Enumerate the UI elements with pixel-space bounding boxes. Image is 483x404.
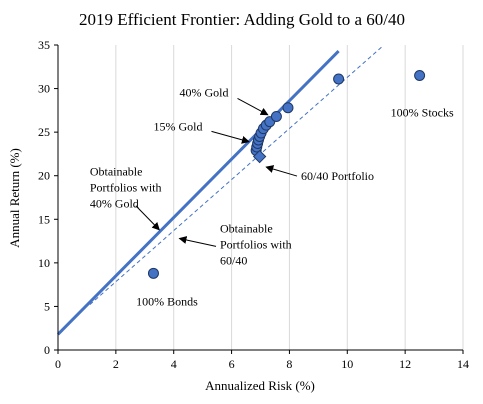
x-tick-label: 0 <box>55 357 61 371</box>
data-point <box>270 110 282 122</box>
annotation-obtgold: Obtainable Portfolios with 40% Gold <box>90 165 162 211</box>
y-tick-label: 25 <box>38 125 50 139</box>
y-tick-label: 5 <box>44 299 50 313</box>
x-axis-label: Annualized Risk (%) <box>205 378 315 393</box>
data-point-diamond <box>252 149 267 164</box>
annotation-arrow-p6040 <box>265 165 298 177</box>
x-tick-label: 6 <box>229 357 235 371</box>
x-tick-label: 4 <box>171 357 177 371</box>
frontier-line-6040 <box>89 46 383 306</box>
annotations: 40% Gold 15% Gold 100% Stocks 60/40 Portfol… <box>90 85 454 308</box>
annotation-gold15: 15% Gold <box>153 119 202 133</box>
frontier-line-gold <box>56 50 340 336</box>
annotation-p6040: 60/40 Portfolio <box>301 169 374 183</box>
annotation-arrow-obtgold <box>135 205 160 231</box>
x-tick-label: 14 <box>457 357 469 371</box>
x-tick-label: 10 <box>341 357 353 371</box>
data-point <box>414 70 426 81</box>
x-tick-label: 8 <box>286 357 292 371</box>
data-point <box>147 267 159 279</box>
frontier-lines <box>56 46 383 336</box>
y-tick-label: 35 <box>38 38 50 52</box>
annotation-stocks: 100% Stocks <box>391 105 454 119</box>
y-tick-label: 15 <box>38 212 50 226</box>
axes <box>54 44 464 354</box>
y-tick-label: 30 <box>38 82 50 96</box>
data-point <box>282 102 294 114</box>
y-tick-label: 20 <box>38 169 50 183</box>
annotation-arrow-gold40 <box>237 97 269 116</box>
annotation-bonds: 100% Bonds <box>136 295 198 309</box>
annotation-obt6040: Obtainable Portfolios with 60/40 <box>220 221 292 267</box>
y-tick-label: 10 <box>38 256 50 270</box>
data-points <box>147 70 426 279</box>
data-point <box>333 73 345 85</box>
annotation-arrow-obt6040 <box>178 236 217 247</box>
annotation-gold40: 40% Gold <box>180 85 229 99</box>
y-axis-label: Annual Return (%) <box>7 148 22 248</box>
tick-labels: 0 2 4 6 8 10 12 14 0 5 10 15 20 25 30 35 <box>38 38 469 371</box>
x-tick-label: 12 <box>399 357 411 371</box>
gridlines <box>115 45 464 350</box>
chart-title: 2019 Efficient Frontier: Adding Gold to … <box>79 10 405 29</box>
y-tick-label: 0 <box>44 343 50 357</box>
annotation-arrow-gold15 <box>211 130 250 144</box>
x-tick-label: 2 <box>113 357 119 371</box>
